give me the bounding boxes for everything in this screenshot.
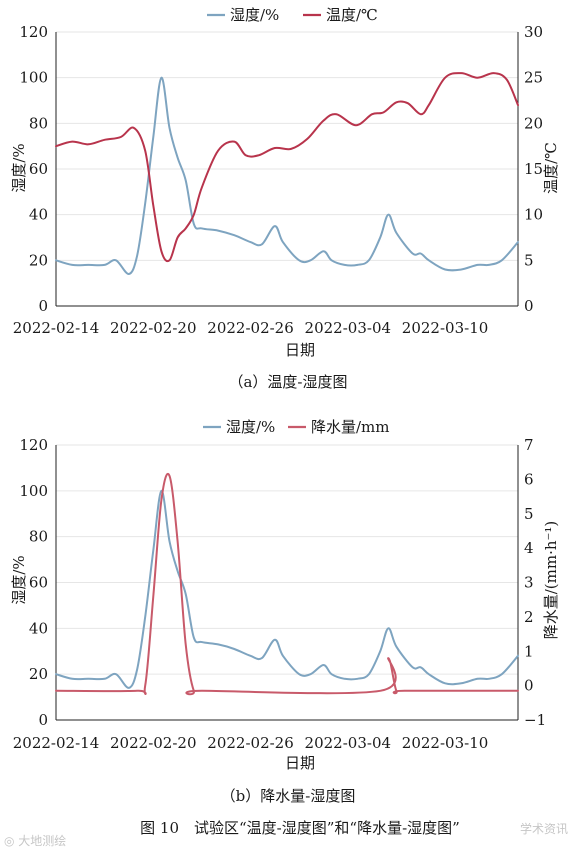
x-axis-title: 日期: [285, 341, 315, 359]
y-right-tick-label: 5: [524, 251, 534, 269]
plot-area: 0 20 40 60 80 100 120 −1 0 1 2 3 4 5 6 7 2022-02-14 2022-…: [13, 436, 546, 752]
y-axis-left-title: 湿度/%: [10, 143, 28, 192]
watermark-text: 学术资讯: [520, 821, 568, 836]
legend-label-temperature: 温度/℃: [326, 6, 378, 24]
y-left-tick-label: 20: [29, 665, 48, 683]
y-right-tick-label: 30: [524, 23, 543, 41]
y-right-tick-label: 15: [524, 160, 543, 178]
y-right-tick-label: 1: [524, 642, 534, 660]
y-right-tick-label: −1: [524, 711, 546, 729]
x-tick-label: 2022-02-20: [110, 734, 196, 752]
y-right-tick-label: 20: [524, 114, 543, 132]
y-left-tick-label: 100: [19, 482, 48, 500]
x-tick-label: 2022-03-10: [402, 734, 488, 752]
y-left-tick-label: 40: [29, 206, 48, 224]
y-left-tick-label: 0: [38, 297, 48, 315]
x-tick-label: 2022-02-14: [13, 734, 99, 752]
y-left-tick-label: 80: [29, 114, 48, 132]
y-left-tick-label: 60: [29, 160, 48, 178]
x-axis-title: 日期: [285, 754, 315, 772]
x-tick-label: 2022-03-04: [305, 319, 391, 337]
x-tick-label: 2022-03-10: [402, 319, 488, 337]
y-left-tick-label: 120: [19, 436, 48, 454]
y-left-tick-label: 40: [29, 619, 48, 637]
x-tick-label: 2022-02-20: [110, 319, 196, 337]
y-right-tick-label: 6: [524, 470, 534, 488]
y-right-tick-label: 0: [524, 297, 534, 315]
panel-a-temperature-humidity: 湿度/% 温度/℃ 0 20 40 60 80 100 120 0 5 10 15 20 25 30 202…: [10, 6, 560, 391]
y-right-tick-label: 0: [524, 677, 534, 695]
series-line: [55, 76, 519, 275]
legend: 湿度/% 温度/℃: [207, 6, 378, 24]
y-right-tick-label: 4: [524, 539, 534, 557]
plot-area: 0 20 40 60 80 100 120 0 5 10 15 20 25 30 2022-02-14 202…: [13, 23, 543, 337]
y-left-tick-label: 0: [38, 711, 48, 729]
x-tick-label: 2022-02-26: [207, 319, 293, 337]
y-right-tick-label: 2: [524, 608, 534, 626]
legend-label-precipitation: 降水量/mm: [311, 418, 390, 436]
y-left-tick-label: 120: [19, 23, 48, 41]
x-tick-label: 2022-02-14: [13, 319, 99, 337]
y-axis-right-title: 降水量/(mm·h⁻¹): [542, 521, 560, 640]
legend-label-humidity: 湿度/%: [226, 418, 275, 436]
y-left-tick-label: 60: [29, 574, 48, 592]
figure-caption: 图 10 试验区“温度-湿度图”和“降水量-湿度图”: [140, 819, 460, 837]
x-tick-label: 2022-02-26: [207, 734, 293, 752]
y-left-tick-label: 80: [29, 528, 48, 546]
series-line: [55, 489, 519, 689]
y-right-tick-label: 3: [524, 574, 534, 592]
panel-b-precipitation-humidity: 湿度/% 降水量/mm 0 20 40 60 80 100 120 −1 0 1 2 3 4 5 6 7 202…: [10, 418, 560, 805]
y-left-tick-label: 100: [19, 69, 48, 87]
legend-label-humidity: 湿度/%: [230, 6, 279, 24]
subcaption-a: （a）温度-湿度图: [228, 373, 347, 391]
x-tick-label: 2022-03-04: [305, 734, 391, 752]
subcaption-b: （b）降水量-湿度图: [221, 787, 356, 805]
y-left-tick-label: 20: [29, 251, 48, 269]
y-right-tick-label: 7: [524, 436, 534, 454]
watermark-logo: ◎ 大地测绘: [4, 833, 66, 848]
y-right-tick-label: 10: [524, 206, 543, 224]
y-right-tick-label: 25: [524, 69, 543, 87]
series-line: [55, 472, 519, 696]
y-axis-left-title: 湿度/%: [10, 555, 28, 604]
y-right-tick-label: 5: [524, 505, 534, 523]
legend: 湿度/% 降水量/mm: [203, 418, 390, 436]
series-line: [55, 72, 519, 263]
y-axis-right-title: 温度/℃: [542, 142, 560, 194]
